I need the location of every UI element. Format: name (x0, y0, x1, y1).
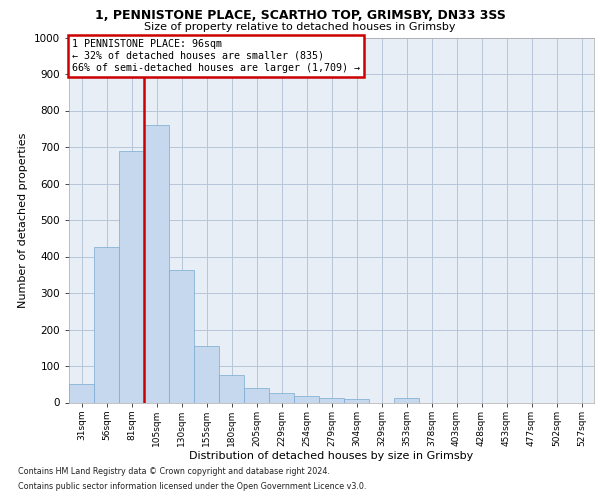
Text: 1, PENNISTONE PLACE, SCARTHO TOP, GRIMSBY, DN33 3SS: 1, PENNISTONE PLACE, SCARTHO TOP, GRIMSB… (95, 9, 505, 22)
Bar (194, 346, 219, 403)
Text: Size of property relative to detached houses in Grimsby: Size of property relative to detached ho… (144, 22, 456, 32)
Bar (294, 396, 319, 402)
Y-axis label: Number of detached properties: Number of detached properties (18, 132, 28, 308)
Text: 1 PENNISTONE PLACE: 96sqm
← 32% of detached houses are smaller (835)
66% of semi: 1 PENNISTONE PLACE: 96sqm ← 32% of detac… (71, 40, 359, 72)
Text: Contains HM Land Registry data © Crown copyright and database right 2024.: Contains HM Land Registry data © Crown c… (18, 467, 330, 476)
Bar (394, 398, 419, 402)
Bar (69, 384, 94, 402)
X-axis label: Distribution of detached houses by size in Grimsby: Distribution of detached houses by size … (190, 452, 473, 462)
Bar (244, 388, 269, 402)
Bar (344, 399, 369, 402)
Bar (119, 150, 144, 402)
Bar (144, 125, 169, 402)
Bar (219, 375, 244, 402)
Bar (169, 270, 194, 402)
Bar (94, 248, 119, 402)
Bar (319, 398, 344, 402)
Bar (269, 392, 294, 402)
Text: Contains public sector information licensed under the Open Government Licence v3: Contains public sector information licen… (18, 482, 367, 491)
